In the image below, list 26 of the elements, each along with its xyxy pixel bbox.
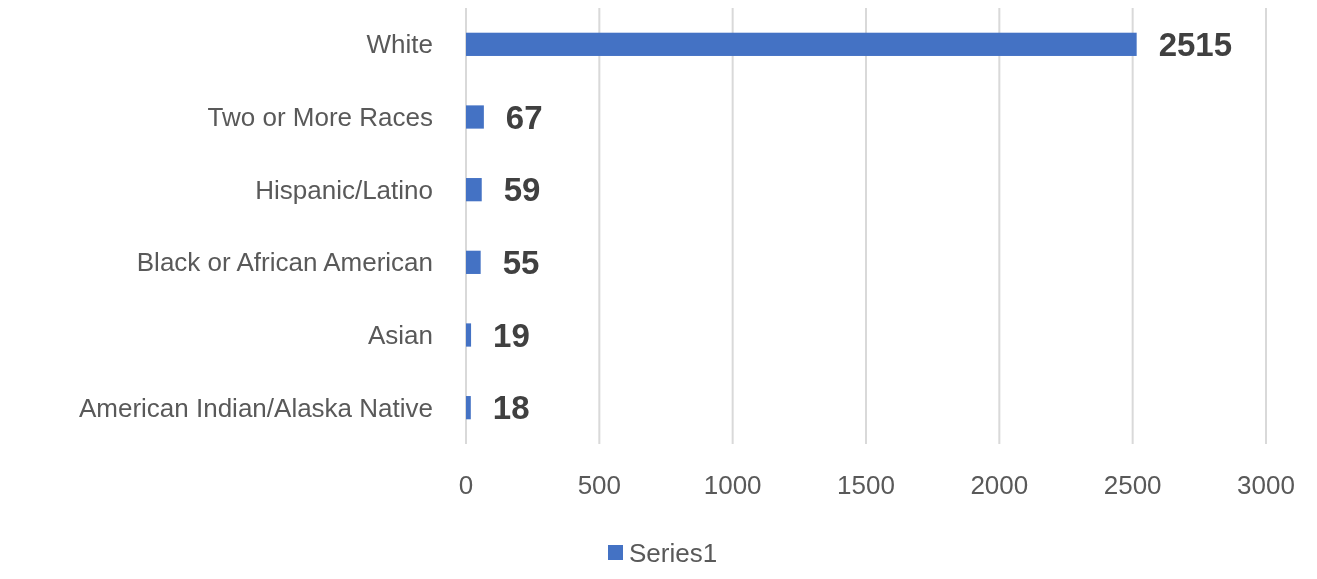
x-tick-label: 1000 bbox=[703, 470, 762, 500]
x-tick-label: 2000 bbox=[970, 470, 1029, 500]
y-tick-label: Asian bbox=[367, 320, 433, 350]
bar bbox=[466, 178, 482, 202]
bar bbox=[466, 323, 472, 347]
y-tick-label: Hispanic/Latino bbox=[255, 174, 433, 205]
bar bbox=[466, 105, 484, 129]
data-label: 55 bbox=[502, 243, 540, 281]
legend-label: Series1 bbox=[629, 538, 718, 568]
y-tick-label: Two or More Races bbox=[207, 102, 433, 132]
bar bbox=[466, 396, 471, 420]
x-tick-label: 1500 bbox=[837, 470, 895, 500]
x-tick-label: 2500 bbox=[1103, 470, 1162, 500]
data-label: 2515 bbox=[1158, 25, 1233, 63]
data-label: 59 bbox=[503, 171, 541, 209]
bar bbox=[466, 32, 1137, 56]
data-label: 67 bbox=[505, 98, 543, 136]
data-label: 19 bbox=[493, 316, 530, 354]
bar bbox=[466, 250, 481, 274]
data-label: 18 bbox=[492, 389, 530, 427]
y-tick-label: White bbox=[366, 29, 433, 60]
x-tick-label: 3000 bbox=[1237, 470, 1295, 500]
x-tick-label: 0 bbox=[458, 470, 474, 500]
y-tick-label: American Indian/Alaska Native bbox=[78, 392, 433, 423]
x-tick-label: 500 bbox=[577, 470, 622, 500]
y-tick-label: Black or African American bbox=[136, 247, 433, 278]
